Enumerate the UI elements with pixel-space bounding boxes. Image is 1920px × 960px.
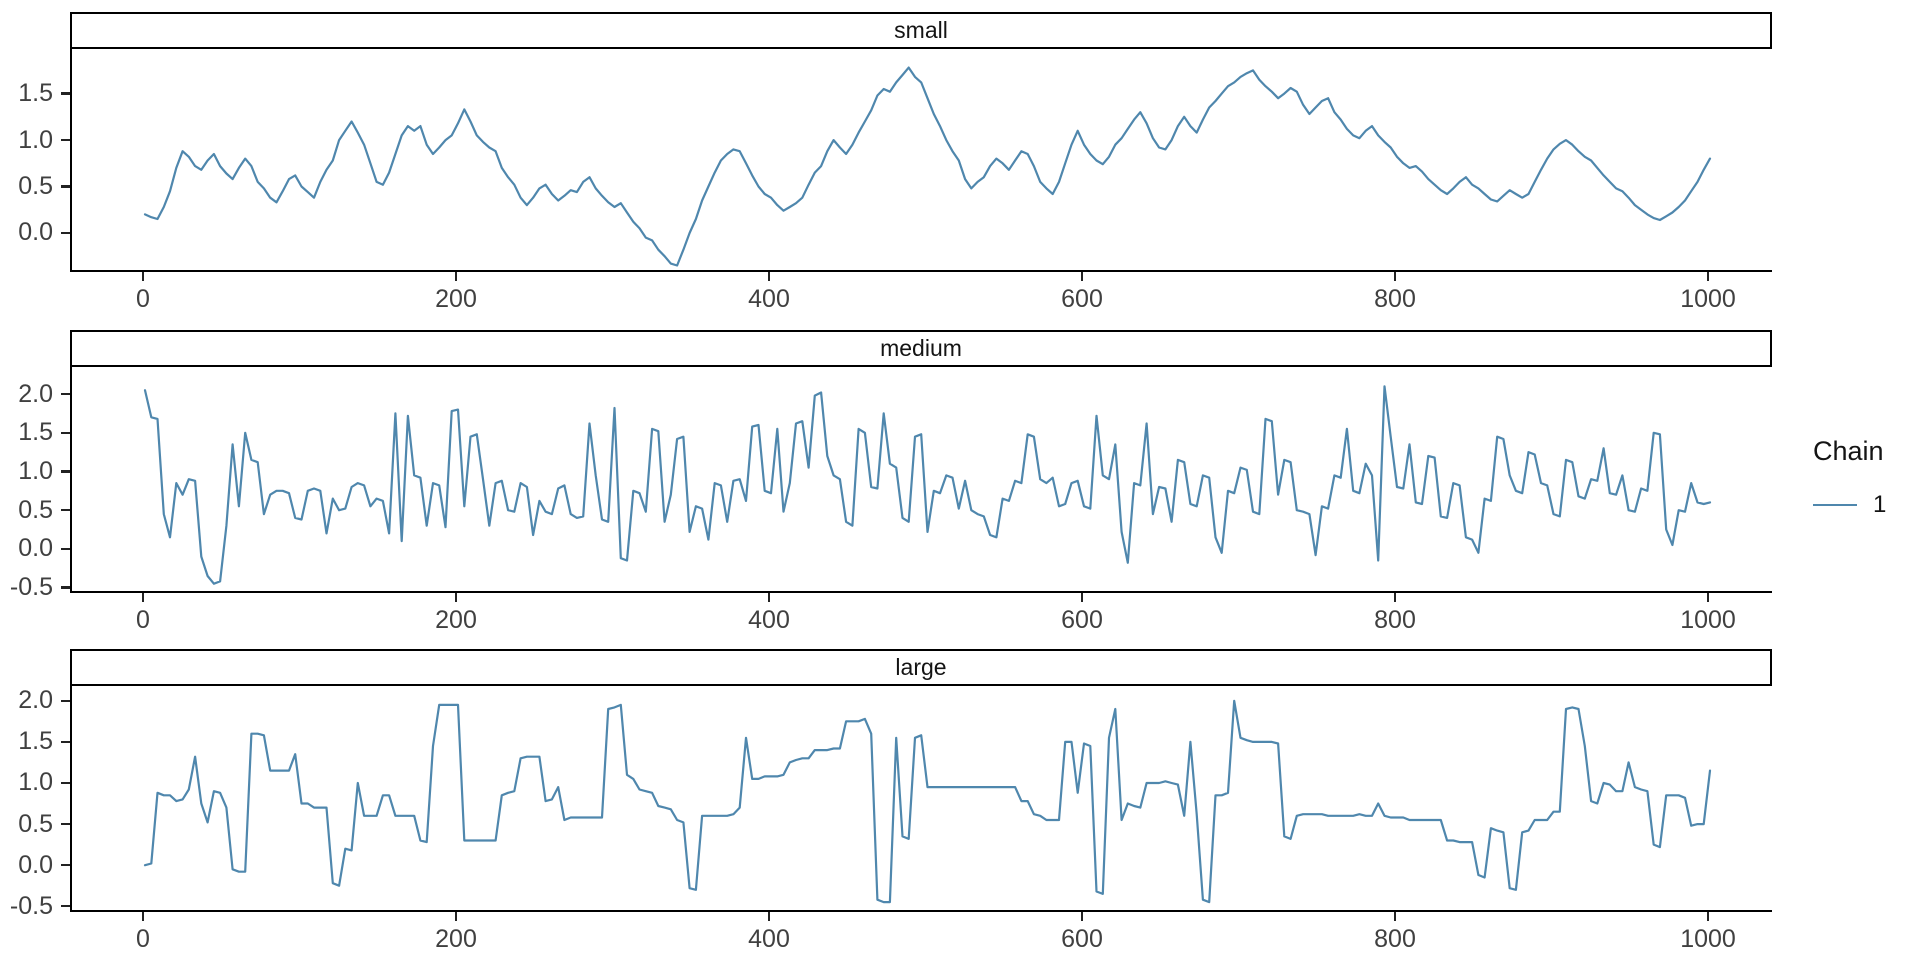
y-tick-mark	[61, 699, 70, 703]
x-tick-label: 0	[136, 606, 150, 634]
y-tick-mark	[61, 863, 70, 867]
x-tick-mark	[1080, 272, 1084, 281]
x-tick-mark	[1080, 593, 1084, 602]
y-tick-label: 1.0	[18, 456, 53, 485]
facet-strip-label: large	[895, 654, 947, 680]
y-tick-label: 0.5	[18, 809, 53, 838]
facet-strip-large: large	[70, 649, 1772, 686]
x-tick-label: 1000	[1680, 285, 1736, 313]
x-tick-label: 0	[136, 285, 150, 313]
y-tick-mark	[61, 904, 70, 908]
y-tick-mark	[61, 781, 70, 785]
x-tick-label: 200	[435, 606, 477, 634]
y-tick-mark	[61, 547, 70, 551]
x-tick-mark	[767, 593, 771, 602]
x-tick-label: 600	[1061, 925, 1103, 953]
y-tick-mark	[61, 431, 70, 435]
y-tick-label: 1.5	[18, 79, 53, 108]
x-axis-large: 0 200 400 600 800 1000	[70, 912, 1772, 954]
chain-1-trace-line	[143, 699, 1712, 904]
x-axis-small: 0 200 400 600 800 1000	[70, 272, 1772, 314]
x-tick-mark	[1706, 272, 1710, 281]
x-tick-mark	[141, 593, 145, 602]
facet-strip-label: medium	[880, 335, 962, 361]
legend-line-sample	[1813, 503, 1857, 507]
y-tick-label: 1.0	[18, 768, 53, 797]
x-tick-label: 800	[1374, 925, 1416, 953]
y-tick-mark	[61, 508, 70, 512]
x-tick-mark	[1706, 912, 1710, 921]
x-tick-label: 600	[1061, 606, 1103, 634]
trace-chart-svg	[143, 66, 1712, 267]
panel-large	[70, 686, 1772, 912]
x-tick-mark	[141, 272, 145, 281]
y-tick-mark	[61, 92, 70, 95]
facet-strip-label: small	[894, 17, 948, 43]
y-tick-mark	[61, 392, 70, 396]
x-tick-label: 200	[435, 925, 477, 953]
y-tick-mark	[61, 231, 70, 235]
trace-chart-svg	[143, 385, 1712, 585]
x-tick-label: 400	[748, 925, 790, 953]
x-tick-mark	[1706, 593, 1710, 602]
y-tick-mark	[61, 138, 70, 142]
y-tick-mark	[61, 740, 70, 744]
panel-small	[70, 49, 1772, 272]
trace-chart-svg	[143, 699, 1712, 904]
x-tick-label: 0	[136, 925, 150, 953]
y-tick-label: 0.0	[18, 218, 53, 247]
facet-strip-medium: medium	[70, 330, 1772, 367]
x-tick-mark	[141, 912, 145, 921]
y-tick-label: -0.5	[9, 891, 53, 920]
legend: Chain 1	[1813, 436, 1886, 519]
x-tick-label: 400	[748, 285, 790, 313]
x-tick-mark	[767, 912, 771, 921]
y-tick-label: 0.0	[18, 534, 53, 563]
y-tick-mark	[61, 470, 70, 473]
x-tick-label: 200	[435, 285, 477, 313]
x-tick-mark	[454, 912, 458, 921]
x-tick-mark	[1393, 593, 1397, 602]
x-tick-label: 600	[1061, 285, 1103, 313]
y-tick-label: 1.5	[18, 727, 53, 756]
legend-item-label: 1	[1873, 491, 1887, 518]
x-tick-label: 800	[1374, 606, 1416, 634]
y-tick-label: 1.0	[18, 125, 53, 154]
y-tick-label: 2.0	[18, 686, 53, 715]
y-tick-mark	[61, 185, 70, 188]
legend-title: Chain	[1813, 436, 1884, 466]
x-tick-label: 400	[748, 606, 790, 634]
y-tick-label: 0.5	[18, 172, 53, 201]
x-tick-label: 1000	[1680, 925, 1736, 953]
x-tick-label: 1000	[1680, 606, 1736, 634]
y-tick-label: 0.0	[18, 850, 53, 879]
chain-1-trace-line	[143, 385, 1712, 585]
x-tick-mark	[1080, 912, 1084, 921]
y-tick-label: 1.5	[18, 418, 53, 447]
facet-strip-small: small	[70, 12, 1772, 49]
x-tick-mark	[454, 593, 458, 602]
y-tick-label: -0.5	[9, 573, 53, 602]
y-tick-label: 2.0	[18, 379, 53, 408]
panel-medium	[70, 367, 1772, 593]
y-tick-mark	[61, 822, 70, 826]
x-axis-medium: 0 200 400 600 800 1000	[70, 593, 1772, 635]
x-tick-mark	[1393, 272, 1397, 281]
y-tick-label: 0.5	[18, 495, 53, 524]
x-tick-mark	[767, 272, 771, 281]
x-tick-label: 800	[1374, 285, 1416, 313]
legend-item-chain-1: 1	[1813, 491, 1886, 519]
x-tick-mark	[1393, 912, 1397, 921]
x-tick-mark	[454, 272, 458, 281]
y-tick-mark	[61, 586, 70, 589]
chain-1-trace-line	[143, 66, 1712, 267]
